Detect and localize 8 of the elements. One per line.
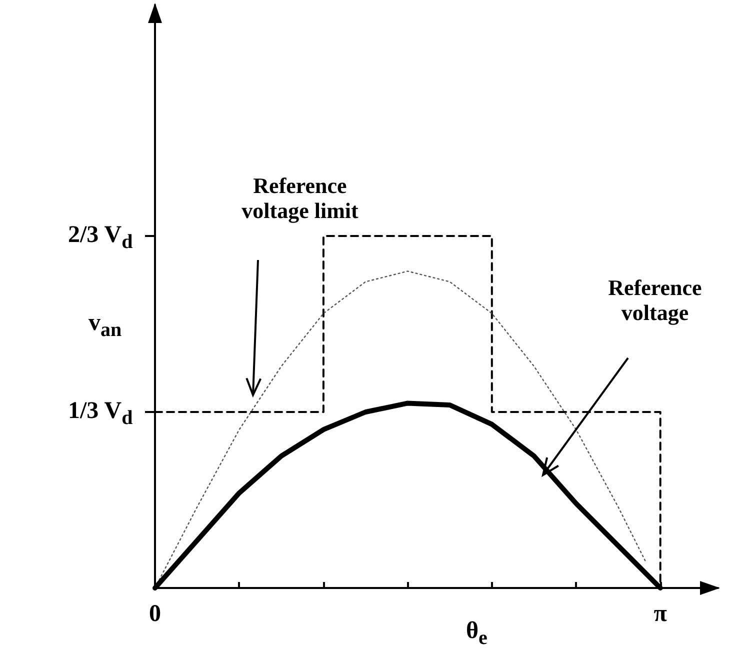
x-tick-label: 0 [149, 601, 161, 627]
text: 2/3 V$_{d}$ [68, 222, 133, 255]
y-axis-title: v$_{an}$ [88, 310, 122, 343]
x-axis-title: θ$_{e}$ [466, 618, 488, 651]
text: Reference voltage limit [240, 173, 360, 223]
annotation: Reference voltage [607, 275, 703, 325]
text: 1/3 V$_{d}$ [68, 398, 133, 431]
x-tick-label: π [654, 601, 667, 627]
